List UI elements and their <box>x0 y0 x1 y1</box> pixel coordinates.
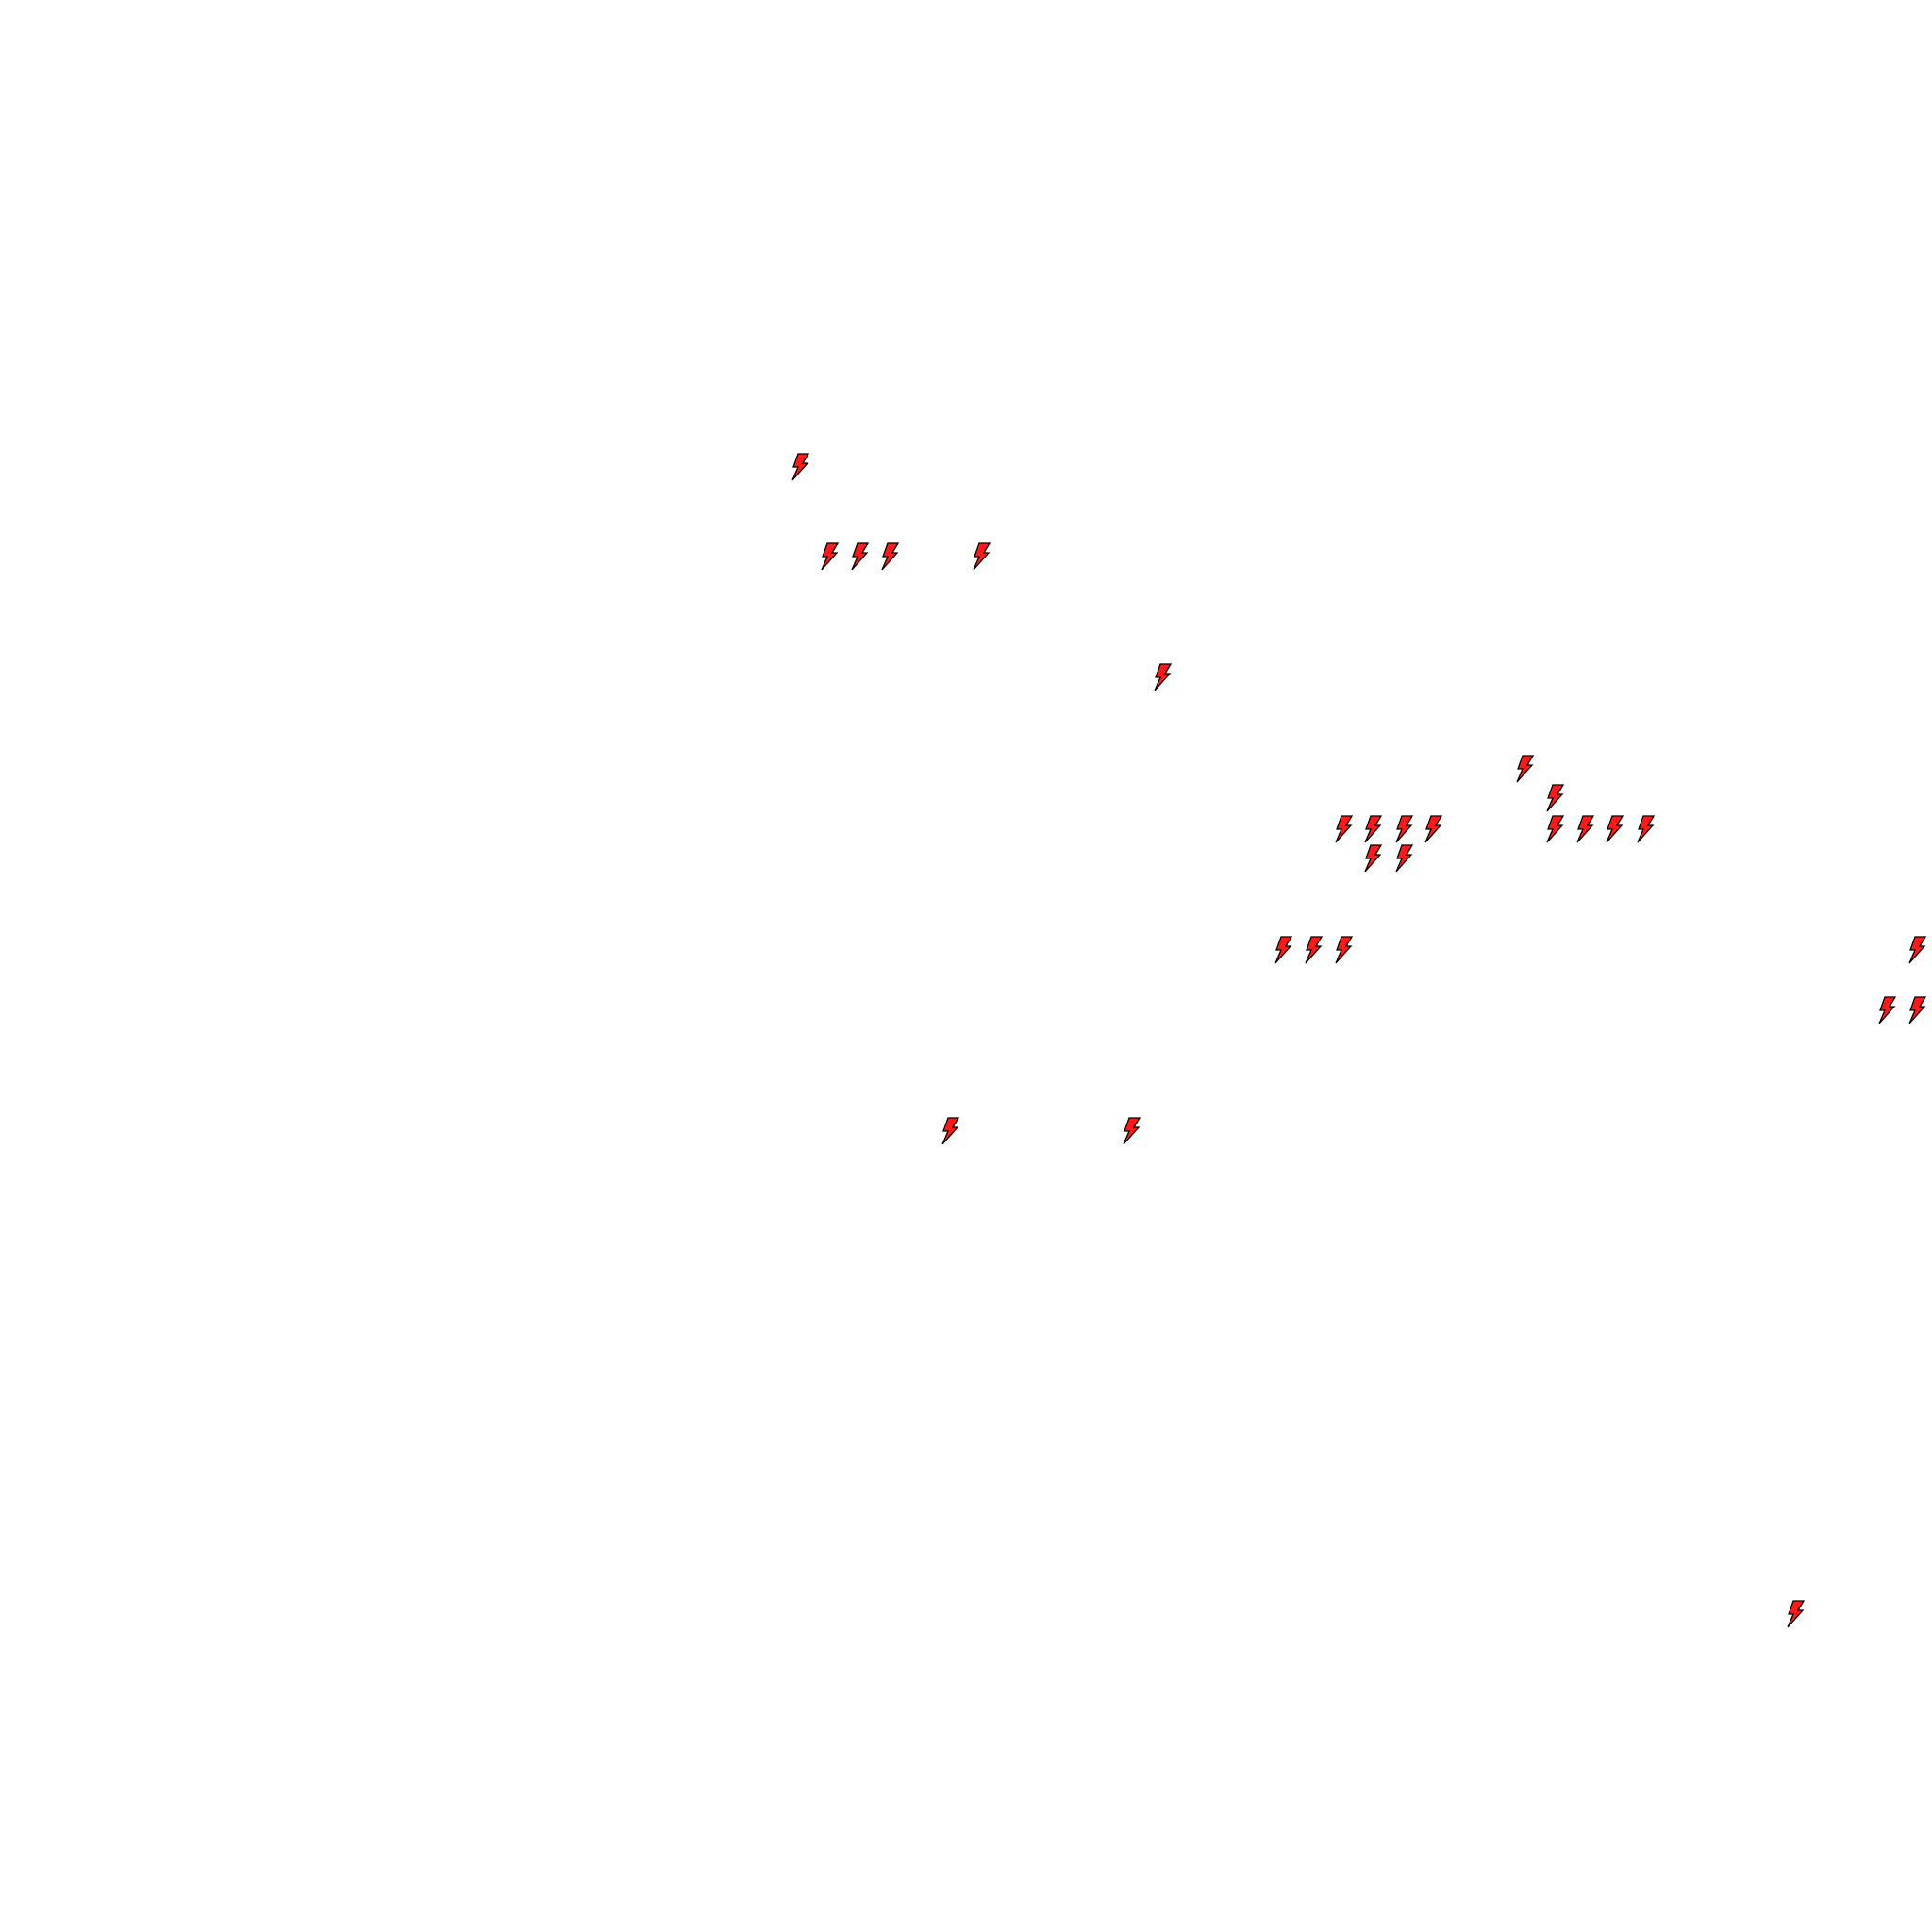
lightning-bolt-icon <box>1364 844 1383 873</box>
map-marker[interactable] <box>1393 815 1414 843</box>
map-marker[interactable] <box>1604 815 1624 843</box>
lightning-bolt-icon <box>1274 936 1293 964</box>
lightning-bolt-icon <box>851 542 870 571</box>
lightning-bolt-icon <box>1123 1117 1141 1145</box>
lightning-bolt-icon <box>973 542 991 571</box>
map-marker[interactable] <box>971 542 991 571</box>
lightning-bolt-icon <box>821 542 840 571</box>
lightning-bolt-icon <box>1546 784 1565 812</box>
lightning-bolt-icon <box>1637 815 1656 843</box>
lightning-bolt-icon <box>1878 996 1897 1024</box>
map-marker[interactable] <box>790 453 810 481</box>
map-marker[interactable] <box>1121 1117 1141 1145</box>
map-marker[interactable] <box>1152 663 1173 691</box>
lightning-bolt-icon <box>1516 755 1535 783</box>
map-marker[interactable] <box>1907 996 1927 1024</box>
map-marker[interactable] <box>1574 815 1595 843</box>
lightning-bolt-icon <box>1364 815 1383 843</box>
lightning-bolt-icon <box>1908 936 1927 964</box>
lightning-bolt-icon <box>1395 844 1414 873</box>
lightning-bolt-icon <box>881 542 900 571</box>
map-marker[interactable] <box>1303 936 1324 964</box>
map-marker[interactable] <box>879 542 900 571</box>
lightning-bolt-icon <box>1908 996 1927 1024</box>
map-marker[interactable] <box>1423 815 1443 843</box>
map-marker[interactable] <box>1362 815 1383 843</box>
map-marker[interactable] <box>1514 755 1535 783</box>
map-marker[interactable] <box>1333 936 1354 964</box>
lightning-bolt-icon <box>1335 815 1354 843</box>
map-marker[interactable] <box>1907 936 1927 964</box>
map-marker[interactable] <box>1876 996 1897 1024</box>
map-marker[interactable] <box>1393 844 1414 873</box>
lightning-bolt-icon <box>1606 815 1624 843</box>
map-marker[interactable] <box>1785 1600 1806 1628</box>
lightning-bolt-icon <box>1424 815 1443 843</box>
lightning-bolt-icon <box>1546 815 1565 843</box>
map-marker[interactable] <box>1273 936 1293 964</box>
map-marker[interactable] <box>1544 815 1565 843</box>
lightning-bolt-icon <box>1395 815 1414 843</box>
lightning-bolt-icon <box>1154 663 1173 691</box>
map-marker[interactable] <box>1544 784 1565 812</box>
map-marker[interactable] <box>1635 815 1656 843</box>
map-marker[interactable] <box>1362 844 1383 873</box>
map-marker[interactable] <box>849 542 870 571</box>
lightning-bolt-icon <box>1305 936 1324 964</box>
lightning-bolt-icon <box>941 1117 960 1145</box>
lightning-bolt-icon <box>1576 815 1595 843</box>
map-marker[interactable] <box>940 1117 960 1145</box>
lightning-bolt-icon <box>791 453 810 481</box>
map-marker[interactable] <box>819 542 840 571</box>
map-marker[interactable] <box>1333 815 1354 843</box>
lightning-bolt-icon <box>1335 936 1354 964</box>
lightning-bolt-icon <box>1787 1600 1806 1628</box>
